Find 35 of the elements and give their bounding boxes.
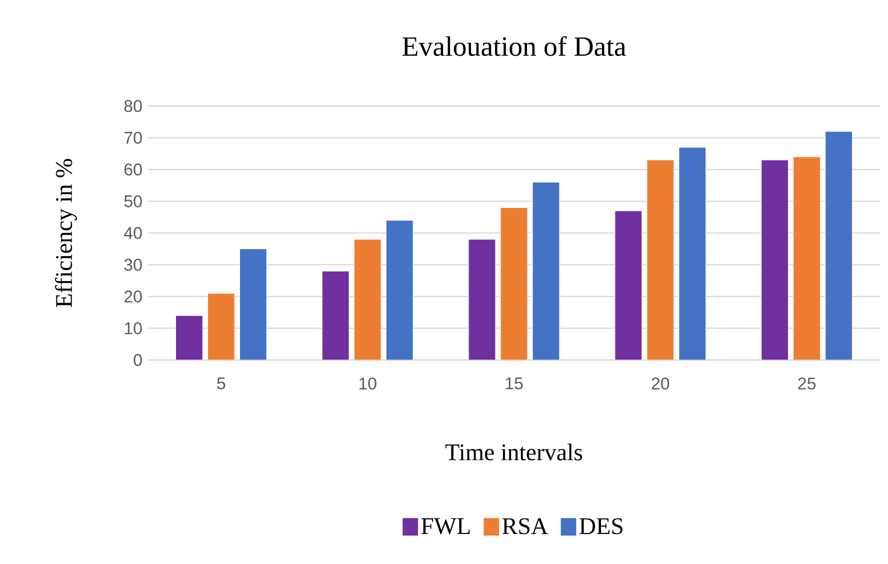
bar xyxy=(239,248,267,360)
legend-label: FWL xyxy=(421,518,470,534)
y-tick-label: 70 xyxy=(124,132,142,144)
y-tick-label: 40 xyxy=(124,227,142,240)
bar xyxy=(646,160,674,360)
x-tick-label: 15 xyxy=(506,378,523,390)
y-tick-label: 50 xyxy=(124,195,142,208)
y-tick-label: 30 xyxy=(124,258,142,271)
bar xyxy=(678,146,706,360)
bar xyxy=(468,239,496,360)
bar xyxy=(761,160,789,360)
bar xyxy=(354,239,382,360)
bar xyxy=(386,220,414,360)
x-tick-label: 25 xyxy=(798,378,816,390)
y-tick-label: 60 xyxy=(124,164,142,176)
y-axis-title: Efficiency in % xyxy=(55,159,77,308)
bar xyxy=(532,182,560,360)
y-tick-label: 80 xyxy=(124,100,142,112)
bar xyxy=(175,315,203,360)
x-tick-label: 5 xyxy=(217,378,226,390)
x-tick-label: 10 xyxy=(359,378,376,390)
x-axis-title: Time intervals xyxy=(445,444,582,460)
bar xyxy=(793,156,821,360)
y-tick-label: 0 xyxy=(134,354,142,366)
bar xyxy=(614,210,642,360)
x-tick-label: 20 xyxy=(652,378,670,390)
chart-title: Evalouation of Data xyxy=(402,36,626,56)
y-tick-label: 20 xyxy=(124,290,142,303)
bar xyxy=(207,293,235,360)
bar xyxy=(825,131,853,360)
bar xyxy=(322,270,350,360)
y-tick-label: 10 xyxy=(124,322,142,334)
legend-label: RSA xyxy=(502,518,548,534)
legend-label: DES xyxy=(579,518,622,534)
bar xyxy=(500,207,528,360)
